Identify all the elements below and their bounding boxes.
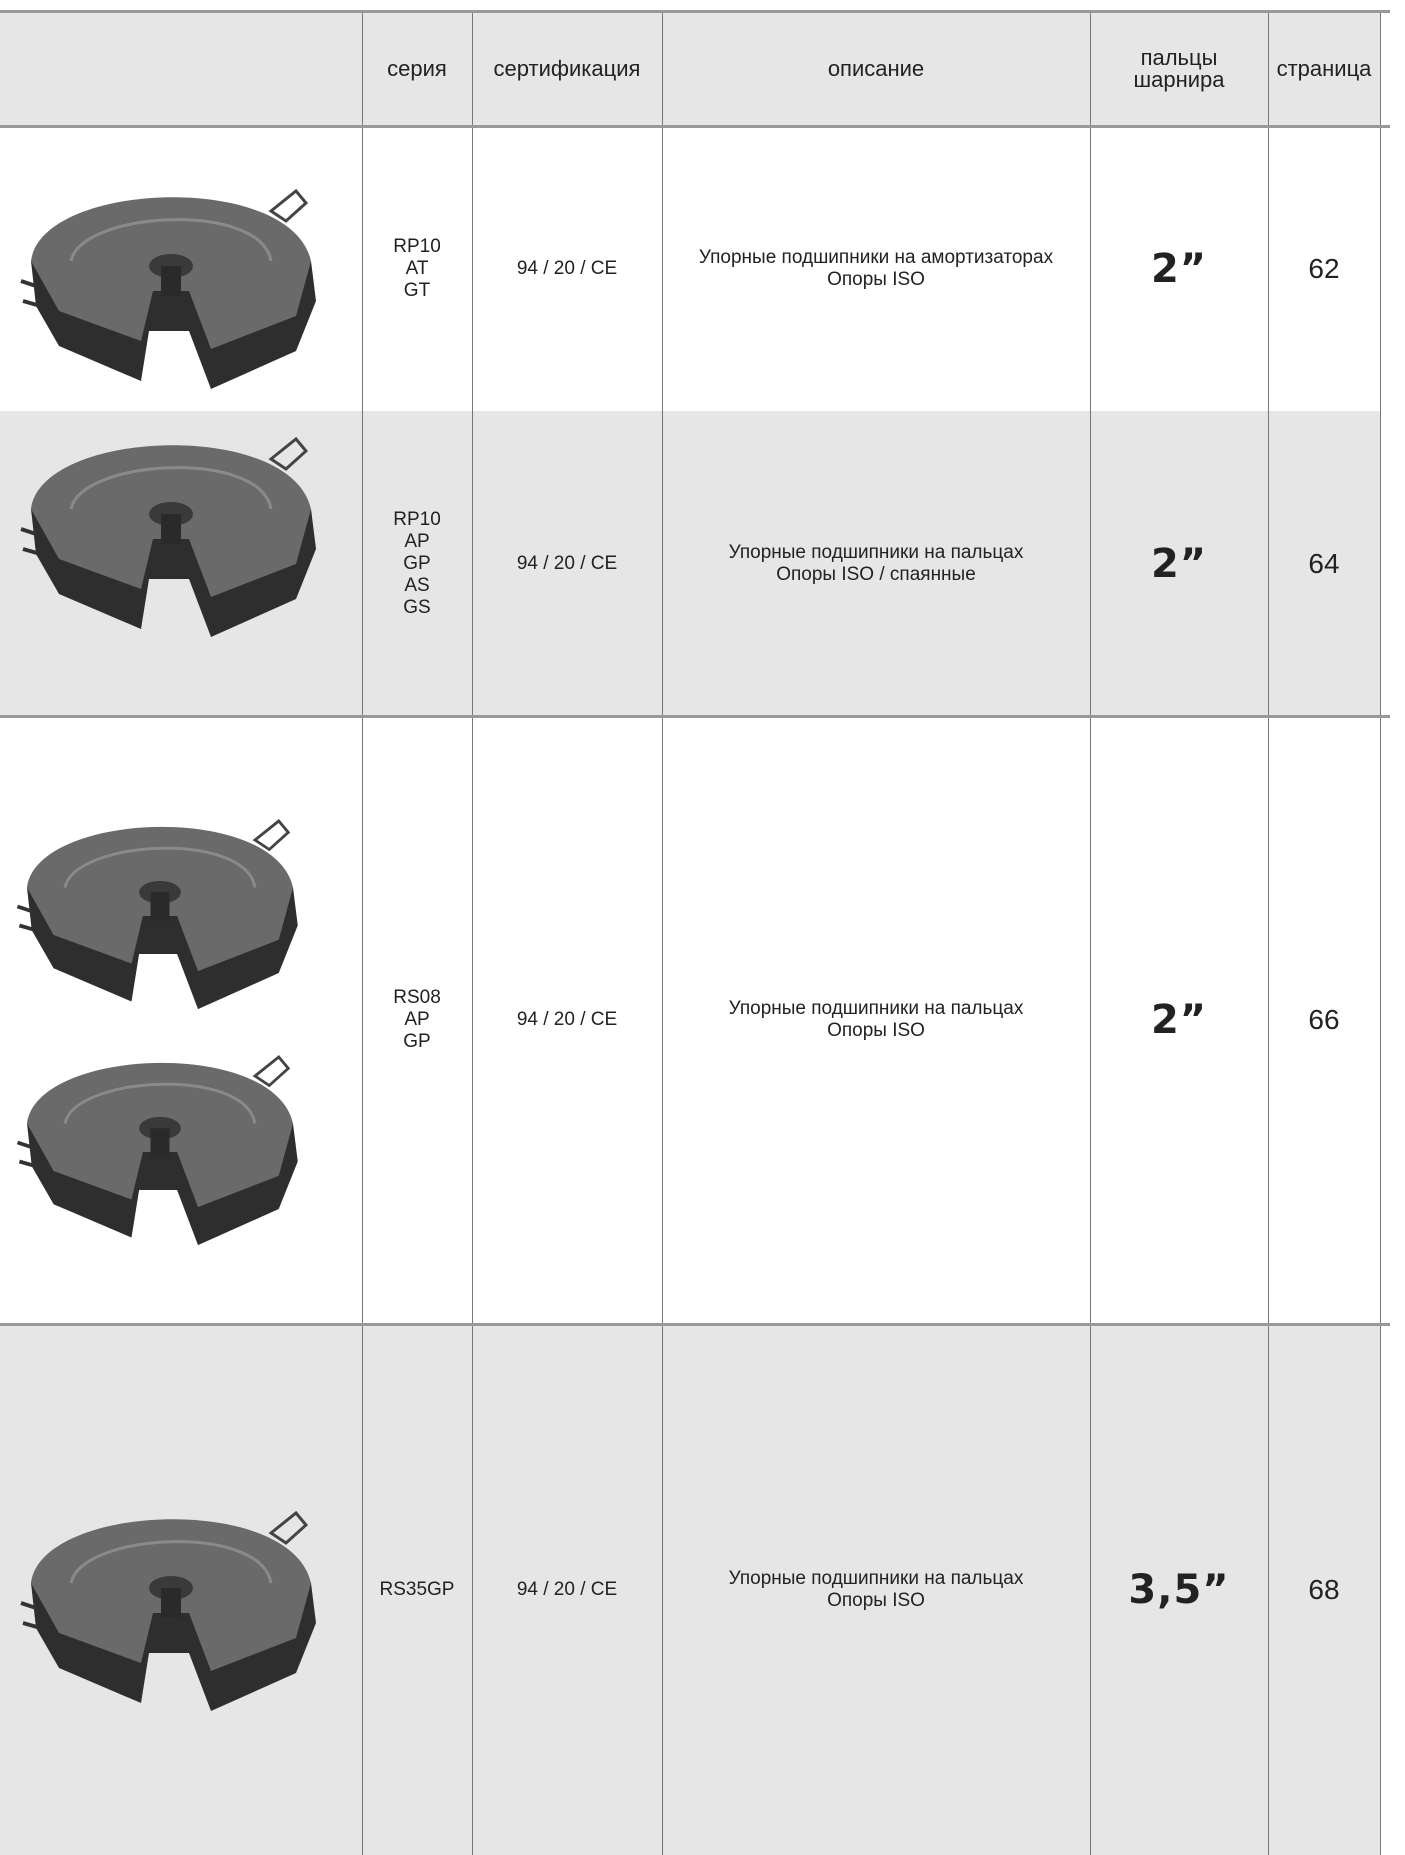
description-line: Опоры ISO: [827, 1589, 925, 1611]
pin-cell: 2”: [1090, 716, 1268, 1324]
description-line: Упорные подшипники на амортизаторах: [698, 246, 1054, 268]
series-line: AP: [404, 1009, 430, 1030]
description-cell: Упорные подшипники на пальцах Опоры ISO: [662, 716, 1090, 1324]
pin-text: 2”: [1150, 245, 1208, 292]
row-line: [0, 10, 1390, 13]
description-cell: Упорные подшипники на пальцах Опоры ISO /…: [662, 411, 1090, 716]
series-line: RP10: [393, 508, 441, 530]
page-text: 66: [1308, 1004, 1340, 1035]
certification-text: 94 / 20 / CE: [516, 257, 618, 279]
page-cell: 68: [1268, 1324, 1380, 1855]
certification-cell: 94 / 20 / CE: [472, 126, 662, 411]
series-line: RS35GP: [379, 1578, 455, 1600]
series-cell: RS35GP: [362, 1324, 472, 1855]
certification-text: 94 / 20 / CE: [516, 1578, 618, 1600]
page-cell: 62: [1268, 126, 1380, 411]
series-line: GS: [403, 596, 431, 618]
page-text: 68: [1308, 1573, 1340, 1605]
product-photos: [16, 188, 316, 1711]
certification-text: 94 / 20 / CE: [516, 552, 618, 574]
row-line: [0, 715, 1390, 718]
page-cell: 64: [1268, 411, 1380, 716]
description-line: Упорные подшипники на пальцах: [728, 541, 1024, 563]
pin-cell: 3,5”: [1090, 1324, 1268, 1855]
certification-text: 94 / 20 / CE: [516, 1009, 618, 1030]
column-line: [472, 12, 473, 1855]
description-cell: Упорные подшипники на амортизаторах Опоры…: [662, 126, 1090, 411]
series-cell: RP10 AP GP AS GS: [362, 411, 472, 716]
series-cell: RS08 AP GP: [362, 716, 472, 1324]
series-cell: RP10 AT GT: [362, 126, 472, 411]
header-cell: страница: [1276, 56, 1372, 81]
pin-text: 2”: [1150, 540, 1208, 587]
certification-cell: 94 / 20 / CE: [472, 1324, 662, 1855]
series-line: GP: [403, 552, 431, 574]
fifth-wheel-photo: [20, 188, 316, 389]
description-cell: Упорные подшипники на пальцах Опоры ISO: [662, 1324, 1090, 1855]
header-bg: [0, 12, 1380, 126]
series-line: RS08: [393, 987, 441, 1008]
series-line: AS: [404, 574, 430, 596]
certification-cell: 94 / 20 / CE: [472, 411, 662, 716]
column-line: [662, 12, 663, 1855]
row-line: [0, 1323, 1390, 1326]
row-line: [0, 125, 1390, 128]
fifth-wheel-photo: [20, 436, 316, 637]
header-cell: пальцы шарнира: [1133, 45, 1225, 92]
fifth-wheel-photo: [16, 819, 298, 1010]
page-cell: 66: [1268, 716, 1380, 1324]
pin-cell: 2”: [1090, 411, 1268, 716]
fifth-wheel-photo: [20, 1510, 316, 1711]
description-line: Опоры ISO: [827, 1020, 925, 1041]
series-line: AP: [404, 530, 430, 552]
pin-text: 2”: [1150, 997, 1208, 1043]
fifth-wheel-photo: [16, 1055, 298, 1246]
series-line: GP: [403, 1031, 431, 1052]
column-line: [1268, 12, 1269, 1855]
header-cell: сертификация: [493, 56, 641, 81]
pin-cell: 2”: [1090, 126, 1268, 411]
series-line: AT: [405, 257, 429, 279]
series-line: RP10: [393, 235, 441, 257]
header-cell: описание: [827, 56, 925, 81]
description-line: Опоры ISO: [827, 268, 925, 290]
header-cell: серия: [387, 56, 447, 81]
pin-text: 3,5”: [1128, 1566, 1230, 1613]
column-line: [1090, 12, 1091, 1855]
description-line: Упорные подшипники на пальцах: [728, 998, 1024, 1019]
series-line: GT: [403, 279, 431, 301]
column-line: [1380, 12, 1381, 1855]
column-line: [362, 12, 363, 1855]
certification-cell: 94 / 20 / CE: [472, 716, 662, 1324]
description-line: Упорные подшипники на пальцах: [728, 1567, 1024, 1589]
description-line: Опоры ISO / спаянные: [776, 563, 976, 585]
page-text: 64: [1308, 547, 1340, 579]
page-text: 62: [1308, 252, 1340, 284]
